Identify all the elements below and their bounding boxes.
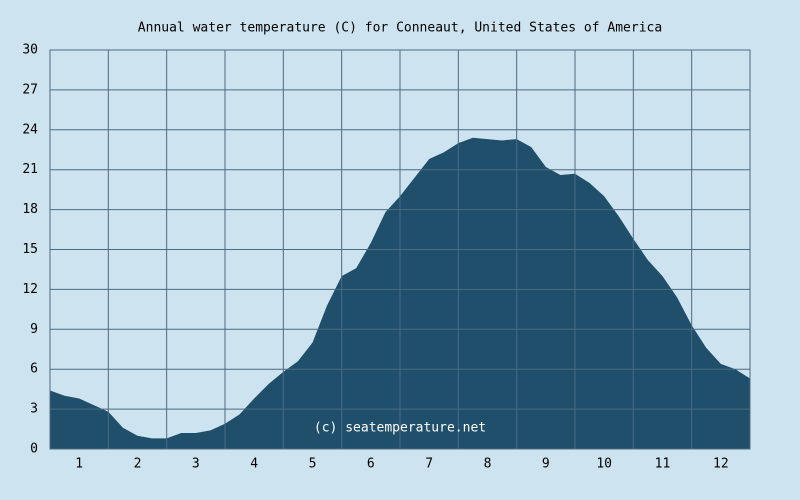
x-tick-label: 7 — [425, 457, 433, 472]
x-tick-label: 6 — [367, 457, 375, 472]
y-tick-label: 21 — [22, 162, 38, 177]
y-tick-label: 27 — [22, 82, 38, 97]
x-tick-label: 9 — [542, 457, 550, 472]
y-tick-label: 15 — [22, 242, 38, 257]
x-tick-label: 10 — [596, 457, 612, 472]
chart-title: Annual water temperature (C) for Conneau… — [138, 21, 662, 36]
y-tick-label: 0 — [30, 442, 38, 457]
annotation: (c) seatemperature.net — [314, 421, 486, 436]
plot-frame — [49, 49, 751, 450]
y-tick-label: 30 — [22, 43, 38, 58]
y-tick-label: 24 — [22, 122, 38, 137]
x-tick-label: 12 — [713, 457, 729, 472]
x-tick-label: 8 — [484, 457, 492, 472]
x-tick-label: 5 — [309, 457, 317, 472]
y-tick-label: 3 — [30, 402, 38, 417]
y-tick-label: 9 — [30, 322, 38, 337]
y-tick-label: 18 — [22, 202, 38, 217]
x-tick-label: 1 — [75, 457, 83, 472]
x-tick-label: 3 — [192, 457, 200, 472]
x-tick-label: 2 — [134, 457, 142, 472]
y-tick-label: 12 — [22, 282, 38, 297]
x-tick-label: 11 — [655, 457, 671, 472]
y-tick-label: 6 — [30, 362, 38, 377]
x-tick-label: 4 — [250, 457, 258, 472]
